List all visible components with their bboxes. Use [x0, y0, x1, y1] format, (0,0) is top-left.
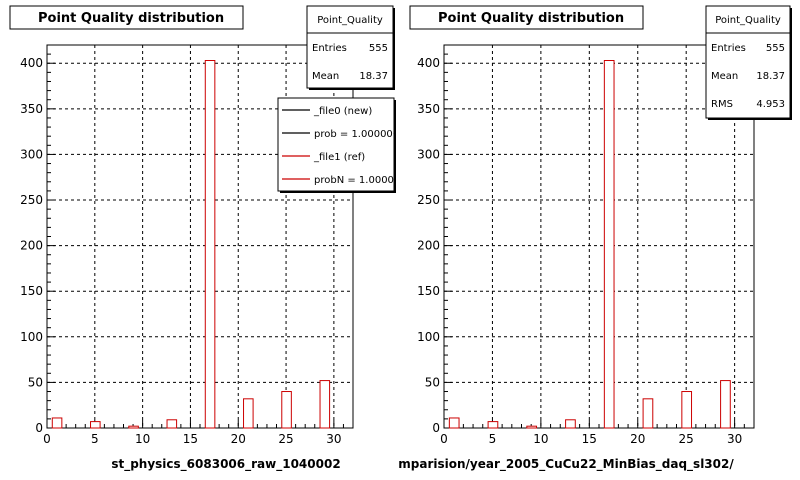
x-tick-label: 15 [183, 432, 198, 446]
y-tick-label: 50 [425, 375, 440, 389]
histogram-bar [90, 421, 101, 429]
stats-label: Entries [312, 43, 347, 54]
y-tick-label: 350 [20, 102, 43, 116]
legend-box [277, 97, 395, 192]
x-axis-label: mparision/year_2005_CuCu22_MinBias_daq_s… [398, 457, 734, 472]
histogram-bar [603, 60, 615, 429]
histogram-bar [681, 391, 693, 429]
x-tick-label: 0 [440, 432, 448, 446]
y-tick-label: 200 [417, 239, 440, 253]
legend-label: probN = 1.000000 [314, 175, 407, 186]
x-tick-label: 30 [326, 432, 341, 446]
y-tick-label: 100 [20, 330, 43, 344]
y-tick-label: 100 [417, 330, 440, 344]
stats-box [306, 5, 394, 89]
x-tick-label: 5 [489, 432, 497, 446]
histogram-bar [243, 398, 254, 429]
histogram-bar [526, 425, 538, 429]
y-tick-label: 0 [432, 421, 440, 435]
x-tick-label: 15 [582, 432, 597, 446]
x-tick-label: 5 [91, 432, 99, 446]
x-tick-label: 20 [630, 432, 645, 446]
histogram-bar [281, 391, 292, 429]
x-tick-label: 20 [231, 432, 246, 446]
histogram-bar [204, 60, 216, 429]
y-tick-label: 250 [417, 193, 440, 207]
chart-title: Point Quality distribution [438, 11, 624, 26]
y-tick-label: 0 [35, 421, 43, 435]
grid-lines [444, 45, 754, 428]
legend-label: prob = 1.000000 [314, 129, 399, 140]
title-box [9, 5, 244, 30]
legend-label: _file0 (new) [313, 106, 372, 117]
x-tick-label: 10 [135, 432, 150, 446]
histogram-bar [51, 417, 63, 429]
histogram-bar [565, 419, 576, 429]
stats-box [705, 5, 791, 119]
stats-title: Point_Quality [715, 15, 781, 26]
y-tick-label: 250 [20, 193, 43, 207]
grid-lines [47, 45, 353, 428]
stats-value: 555 [369, 43, 388, 54]
title-box [409, 5, 644, 30]
histogram-bar [448, 417, 460, 429]
histogram-bar [166, 419, 178, 429]
stats-value: 18.37 [756, 71, 785, 82]
x-tick-label: 25 [679, 432, 694, 446]
x-tick-label: 10 [533, 432, 548, 446]
chart-title: Point Quality distribution [38, 11, 224, 26]
histogram-bar [642, 398, 654, 429]
stats-value: 555 [766, 43, 785, 54]
y-tick-label: 400 [20, 56, 43, 70]
y-tick-label: 350 [417, 102, 440, 116]
stats-value: 4.953 [756, 99, 785, 110]
histogram-panel-2: 0 5 10 15 20 25 30050100150200250300350400Poin… [398, 5, 792, 472]
x-tick-label: 25 [278, 432, 293, 446]
stats-label: Entries [711, 43, 746, 54]
y-tick-label: 150 [20, 284, 43, 298]
stats-title: Point_Quality [317, 15, 383, 26]
stats-label: RMS [711, 99, 733, 110]
x-axis-label: st_physics_6083006_raw_1040002 [111, 457, 340, 472]
y-tick-label: 200 [20, 239, 43, 253]
y-tick-label: 50 [28, 375, 43, 389]
y-tick-label: 300 [20, 147, 43, 161]
histogram-bar [720, 380, 731, 429]
stats-label: Mean [711, 71, 738, 82]
histogram-bar [319, 380, 331, 429]
histogram-bar [487, 421, 499, 429]
stats-label: Mean [312, 71, 339, 82]
y-tick-label: 150 [417, 284, 440, 298]
histogram-bar [128, 425, 139, 429]
y-tick-label: 300 [417, 147, 440, 161]
x-tick-label: 30 [727, 432, 742, 446]
legend-label: _file1 (ref) [313, 152, 365, 163]
x-tick-label: 0 [43, 432, 51, 446]
stats-value: 18.37 [359, 71, 388, 82]
histogram-panel-1: 0 5 10 15 20 25 30050100150200250300350400Poin… [9, 5, 407, 472]
y-tick-label: 400 [417, 56, 440, 70]
